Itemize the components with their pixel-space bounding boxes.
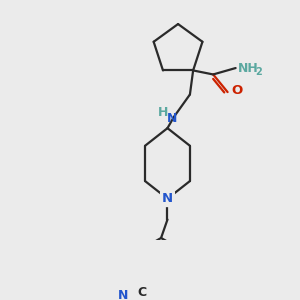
Text: NH: NH: [238, 61, 259, 74]
Text: 2: 2: [255, 67, 262, 77]
Text: N: N: [117, 289, 128, 300]
Text: N: N: [167, 112, 178, 125]
Text: H: H: [158, 106, 168, 118]
Text: N: N: [162, 192, 173, 205]
Text: C: C: [137, 286, 146, 299]
Text: O: O: [232, 84, 243, 97]
